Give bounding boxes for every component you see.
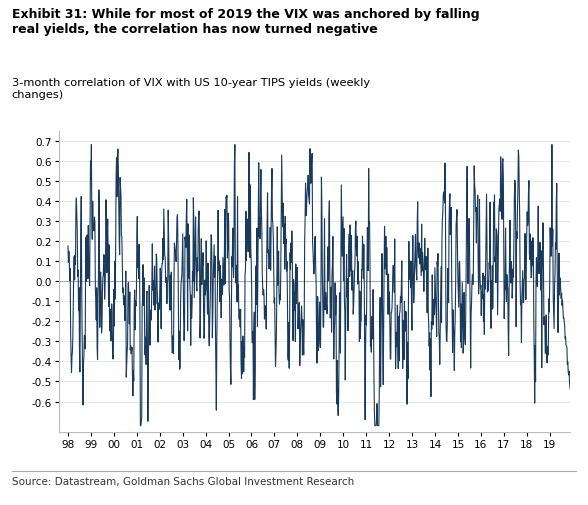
Text: 3-month correlation of VIX with US 10-year TIPS yields (weekly
changes): 3-month correlation of VIX with US 10-ye… (12, 78, 370, 100)
Text: Exhibit 31: While for most of 2019 the VIX was anchored by falling
real yields, : Exhibit 31: While for most of 2019 the V… (12, 8, 479, 35)
Text: Source: Datastream, Goldman Sachs Global Investment Research: Source: Datastream, Goldman Sachs Global… (12, 476, 354, 486)
